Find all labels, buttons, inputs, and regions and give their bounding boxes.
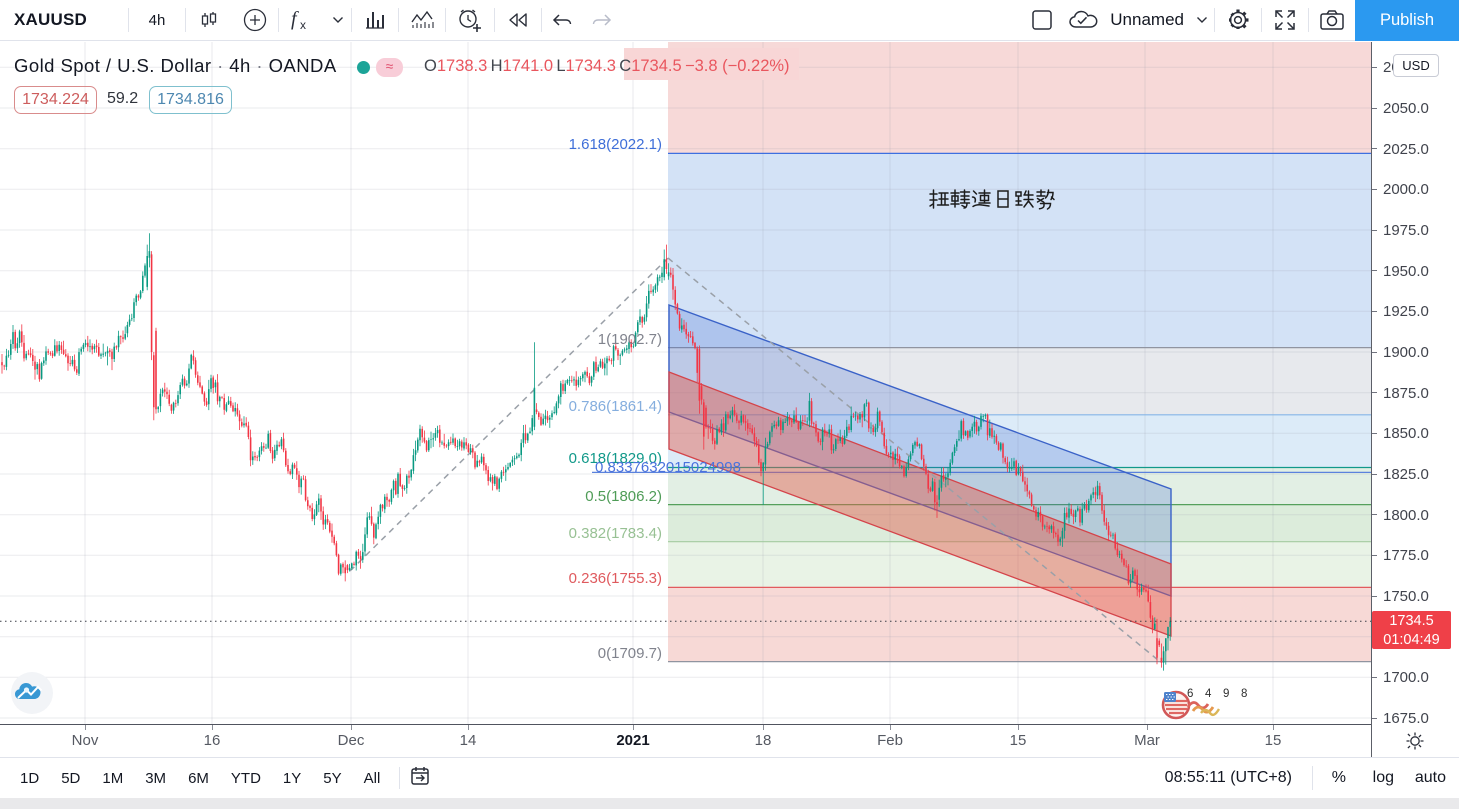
svg-text:6 4 9 8: 6 4 9 8 bbox=[1187, 688, 1252, 700]
svg-text:f: f bbox=[291, 8, 299, 30]
svg-text:x: x bbox=[300, 18, 306, 32]
